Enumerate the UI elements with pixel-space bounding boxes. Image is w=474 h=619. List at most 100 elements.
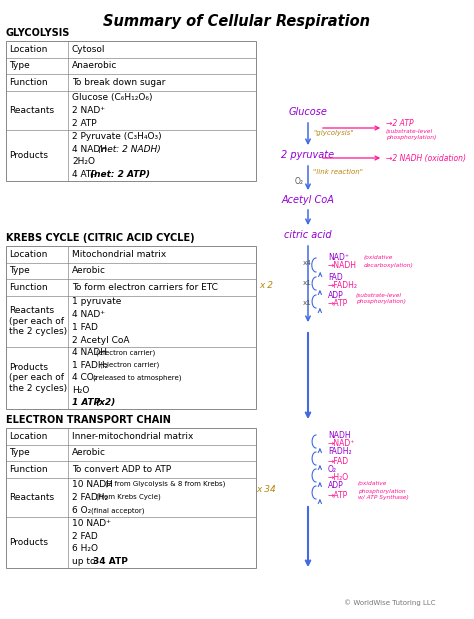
Text: ELECTRON TRANSPORT CHAIN: ELECTRON TRANSPORT CHAIN [6, 415, 171, 425]
Text: H₂O: H₂O [72, 386, 90, 395]
Text: decarboxylation): decarboxylation) [364, 262, 414, 267]
Text: Summary of Cellular Respiration: Summary of Cellular Respiration [103, 14, 371, 29]
Text: O₂: O₂ [295, 176, 304, 186]
Text: 4 NAD⁺: 4 NAD⁺ [72, 310, 105, 319]
Text: NADH: NADH [328, 430, 351, 439]
Text: x 2: x 2 [259, 280, 273, 290]
Text: Aerobic: Aerobic [72, 448, 106, 457]
Text: KREBS CYCLE (CITRIC ACID CYCLE): KREBS CYCLE (CITRIC ACID CYCLE) [6, 233, 195, 243]
Text: 1 FADH₂: 1 FADH₂ [72, 361, 111, 370]
Text: 34 ATP: 34 ATP [93, 557, 128, 566]
Text: Glucose: Glucose [289, 107, 328, 117]
Text: "link reaction": "link reaction" [313, 169, 363, 175]
Text: 1 FAD: 1 FAD [72, 323, 98, 332]
Text: (x2): (x2) [95, 398, 115, 407]
Text: (electron carrier): (electron carrier) [100, 362, 159, 368]
Text: 10 NAD⁺: 10 NAD⁺ [72, 519, 111, 528]
Text: ADP: ADP [328, 290, 344, 300]
Text: Type: Type [9, 266, 30, 275]
Text: (substrate-level: (substrate-level [356, 293, 402, 298]
Text: →H₂O: →H₂O [328, 474, 349, 482]
Text: x1: x1 [303, 300, 312, 306]
Text: NAD⁺: NAD⁺ [328, 254, 349, 262]
Text: Reactants: Reactants [9, 493, 54, 502]
Text: 2 pyruvate: 2 pyruvate [282, 150, 335, 160]
Text: Location: Location [9, 431, 47, 441]
Text: Function: Function [9, 283, 47, 292]
Text: (oxidative: (oxidative [358, 482, 387, 487]
Text: (final acceptor): (final acceptor) [91, 507, 145, 514]
Text: GLYCOLYSIS: GLYCOLYSIS [6, 28, 70, 38]
Text: 4 CO₂: 4 CO₂ [72, 373, 100, 383]
Text: →2 NADH (oxidation): →2 NADH (oxidation) [386, 154, 466, 163]
Text: 10 NADH: 10 NADH [72, 480, 116, 488]
Text: 2 NAD⁺: 2 NAD⁺ [72, 106, 105, 115]
Text: Products: Products [9, 538, 48, 547]
Text: 6 H₂O: 6 H₂O [72, 544, 98, 553]
Text: 6 O₂: 6 O₂ [72, 506, 94, 515]
Text: Location: Location [9, 249, 47, 259]
Text: →ATP: →ATP [328, 298, 348, 308]
Text: ADP: ADP [328, 482, 344, 490]
Text: Glucose (C₆H₁₂O₆): Glucose (C₆H₁₂O₆) [72, 93, 153, 102]
Text: FADH₂: FADH₂ [328, 448, 352, 456]
Text: (from Krebs Cycle): (from Krebs Cycle) [96, 494, 161, 501]
Text: (substrate-level: (substrate-level [386, 129, 433, 134]
Text: 2 FAD: 2 FAD [72, 532, 98, 540]
Text: 4 NADH: 4 NADH [72, 145, 110, 154]
Text: 2H₂O: 2H₂O [72, 157, 95, 167]
Text: Inner-mitochondrial matrix: Inner-mitochondrial matrix [72, 431, 193, 441]
Text: →FADH₂: →FADH₂ [328, 280, 358, 290]
Text: w/ ATP Synthase): w/ ATP Synthase) [358, 495, 409, 501]
Text: 1 pyruvate: 1 pyruvate [72, 297, 121, 306]
Text: (electron carrier): (electron carrier) [97, 350, 156, 356]
Text: Type: Type [9, 61, 30, 70]
Text: Products
(per each of
the 2 cycles): Products (per each of the 2 cycles) [9, 363, 67, 392]
Text: To form electron carriers for ETC: To form electron carriers for ETC [72, 283, 218, 292]
Text: phosphorylation: phosphorylation [358, 488, 406, 493]
Text: phosphorylation): phosphorylation) [356, 300, 406, 305]
Text: 4 NADH: 4 NADH [72, 348, 110, 357]
Text: →2 ATP: →2 ATP [386, 119, 414, 129]
Text: Aerobic: Aerobic [72, 266, 106, 275]
Text: Reactants
(per each of
the 2 cycles): Reactants (per each of the 2 cycles) [9, 306, 67, 336]
Text: →ATP: →ATP [328, 490, 348, 500]
Text: 2 Acetyl CoA: 2 Acetyl CoA [72, 335, 129, 345]
Text: Function: Function [9, 78, 47, 87]
Text: (net: 2 ATP): (net: 2 ATP) [90, 170, 150, 179]
Text: 4 ATP: 4 ATP [72, 170, 100, 179]
Text: 2 ATP: 2 ATP [72, 119, 97, 128]
Text: 1 ATP: 1 ATP [72, 398, 103, 407]
Text: →NAD⁺: →NAD⁺ [328, 439, 356, 449]
Text: "glycolysis": "glycolysis" [313, 130, 354, 136]
Text: x4: x4 [303, 260, 312, 266]
Text: →NADH: →NADH [328, 261, 357, 271]
Text: FAD: FAD [328, 272, 343, 282]
Text: Anaerobic: Anaerobic [72, 61, 118, 70]
Text: 2 Pyruvate (C₃H₄O₃): 2 Pyruvate (C₃H₄O₃) [72, 132, 162, 141]
Text: Location: Location [9, 45, 47, 54]
Text: To convert ADP to ATP: To convert ADP to ATP [72, 465, 171, 474]
Text: up to: up to [72, 557, 99, 566]
Text: Acetyl CoA: Acetyl CoA [282, 195, 335, 205]
Bar [6, 246, 256, 409]
Text: Cytosol: Cytosol [72, 45, 106, 54]
Text: (net: 2 NADH): (net: 2 NADH) [98, 145, 161, 154]
Text: Mitochondrial matrix: Mitochondrial matrix [72, 249, 166, 259]
Text: (2 from Glycolysis & 8 from Krebs): (2 from Glycolysis & 8 from Krebs) [105, 481, 225, 487]
Bar [6, 428, 256, 568]
Bar [6, 41, 256, 181]
Text: (oxidative: (oxidative [364, 256, 393, 261]
Text: To break down sugar: To break down sugar [72, 78, 165, 87]
Text: (released to atmosphere): (released to atmosphere) [93, 374, 182, 381]
Text: citric acid: citric acid [284, 230, 332, 240]
Text: x 34: x 34 [256, 485, 276, 495]
Text: 2 FADH₂: 2 FADH₂ [72, 493, 111, 502]
Text: Reactants: Reactants [9, 106, 54, 115]
Text: Type: Type [9, 448, 30, 457]
Text: © WorldWise Tutoring LLC: © WorldWise Tutoring LLC [344, 599, 436, 606]
Text: →FAD: →FAD [328, 456, 349, 465]
Text: x1: x1 [303, 280, 312, 286]
Text: phosphorylation): phosphorylation) [386, 134, 437, 139]
Text: Products: Products [9, 151, 48, 160]
